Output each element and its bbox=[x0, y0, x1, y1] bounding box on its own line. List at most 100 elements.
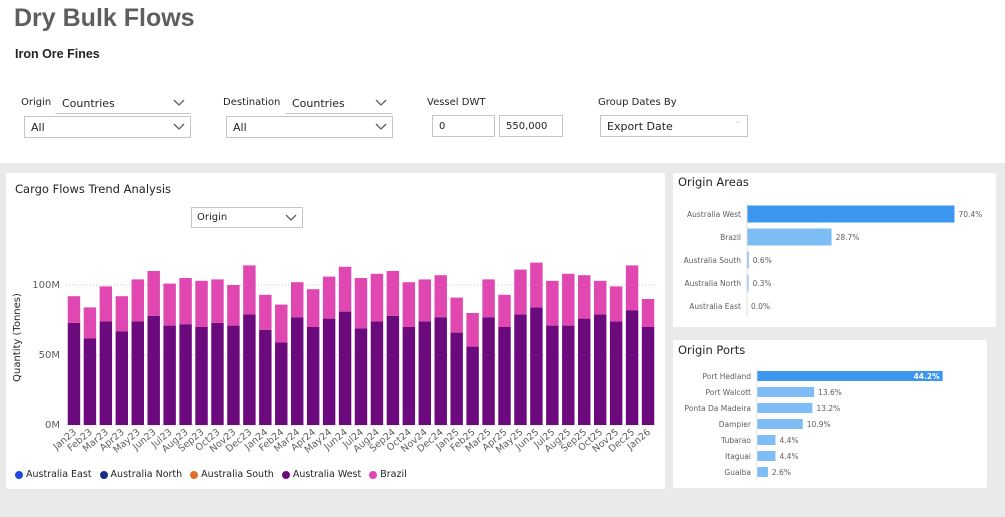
bar bbox=[747, 251, 749, 269]
bar-segment bbox=[418, 279, 432, 322]
destination-level-select[interactable]: Countries bbox=[285, 92, 393, 114]
trend-chart: Quantity (Tonnes)0M50M100MJan23Feb23Mar2… bbox=[12, 262, 656, 456]
origin-ports-title: Origin Ports bbox=[678, 343, 746, 357]
destination-value: All bbox=[233, 121, 247, 134]
bar-segment bbox=[243, 265, 256, 315]
group-dates-label: Group Dates By bbox=[598, 97, 677, 108]
bar-segment bbox=[593, 280, 607, 315]
bar-segment bbox=[227, 325, 240, 425]
bar-segment bbox=[67, 322, 81, 425]
destination-level-value: Countries bbox=[292, 97, 345, 110]
bar-segment bbox=[562, 325, 575, 425]
data-label: 0.6% bbox=[753, 256, 772, 265]
bar bbox=[757, 419, 803, 429]
category-label: Australia South bbox=[684, 256, 742, 265]
bar-segment bbox=[466, 313, 479, 347]
bar bbox=[747, 205, 955, 223]
data-label: 44.2% bbox=[914, 372, 941, 381]
bar-segment bbox=[131, 279, 144, 322]
y-tick-label: 100M bbox=[32, 280, 60, 291]
dwt-max-input[interactable]: 550,000 bbox=[499, 115, 563, 137]
legend-item[interactable]: Brazil bbox=[369, 469, 407, 480]
origin-areas-chart: Australia West 70.4% Brazil 28.7% Australia … bbox=[684, 202, 982, 318]
legend-label: Brazil bbox=[380, 469, 407, 480]
y-tick-label: 50M bbox=[39, 350, 60, 361]
data-label: 28.7% bbox=[836, 233, 860, 242]
bar-segment bbox=[115, 296, 129, 332]
bar-segment bbox=[354, 328, 368, 425]
dwt-min-input[interactable]: 0 bbox=[432, 115, 495, 137]
bar-segment bbox=[306, 289, 320, 327]
bar-segment bbox=[418, 321, 432, 425]
category-label: Brazil bbox=[720, 233, 741, 242]
bar-segment bbox=[179, 324, 192, 425]
bar-segment bbox=[163, 283, 176, 326]
bar-segment bbox=[147, 271, 160, 316]
page-subtitle: Iron Ore Fines bbox=[15, 47, 100, 61]
category-label: Ponta Da Madeira bbox=[685, 404, 751, 413]
trend-breakdown-value: Origin bbox=[197, 212, 228, 223]
bar-segment bbox=[83, 307, 97, 339]
chevron-down-icon bbox=[375, 123, 387, 130]
bar-segment bbox=[147, 315, 160, 425]
category-label: Itaguai bbox=[725, 452, 751, 461]
origin-level-value: Countries bbox=[62, 97, 115, 110]
legend-item[interactable]: Australia West bbox=[281, 469, 361, 480]
legend-marker bbox=[99, 470, 108, 479]
bar-segment bbox=[115, 331, 129, 425]
destination-filter-label: Destination bbox=[223, 97, 281, 108]
origin-filter-label: Origin bbox=[21, 97, 52, 108]
origin-select[interactable]: All bbox=[24, 116, 191, 138]
bar-segment bbox=[354, 278, 368, 329]
bar-segment bbox=[434, 275, 447, 318]
legend-item[interactable]: Australia East bbox=[15, 469, 92, 480]
y-tick-label: 0M bbox=[45, 420, 60, 431]
origin-level-select[interactable]: Countries bbox=[55, 92, 191, 114]
bar-segment bbox=[530, 307, 543, 425]
origin-value: All bbox=[31, 121, 45, 134]
legend-item[interactable]: Australia North bbox=[99, 469, 182, 480]
bar-segment bbox=[163, 325, 176, 425]
group-dates-select[interactable]: Export Date ·· bbox=[600, 115, 748, 137]
bar bbox=[757, 387, 815, 397]
bar-segment bbox=[275, 304, 288, 343]
bar-segment bbox=[290, 282, 304, 318]
bar-segment bbox=[370, 321, 384, 425]
destination-select[interactable]: All bbox=[226, 116, 393, 138]
bar-segment bbox=[482, 279, 495, 318]
bar-segment bbox=[131, 321, 144, 425]
bar-segment bbox=[498, 294, 511, 327]
y-axis-title: Quantity (Tonnes) bbox=[12, 293, 23, 382]
bar-segment bbox=[450, 297, 463, 333]
bar-segment bbox=[83, 338, 97, 425]
bar-segment bbox=[434, 317, 447, 425]
data-label: 13.2% bbox=[816, 404, 840, 413]
bar-segment bbox=[562, 273, 575, 326]
data-label: 13.6% bbox=[818, 388, 842, 397]
category-label: Tubarao bbox=[720, 436, 751, 445]
trend-breakdown-select[interactable]: Origin bbox=[191, 207, 303, 228]
bar-segment bbox=[243, 314, 256, 425]
bar-segment bbox=[514, 269, 527, 315]
bar-segment bbox=[466, 346, 479, 425]
bar-segment bbox=[99, 286, 113, 322]
bar bbox=[757, 403, 813, 413]
legend-label: Australia South bbox=[201, 469, 274, 480]
bar-segment bbox=[578, 318, 591, 425]
legend-item[interactable]: Australia South bbox=[190, 469, 274, 480]
vessel-dwt-label: Vessel DWT bbox=[427, 97, 486, 108]
trend-title: Cargo Flows Trend Analysis bbox=[15, 182, 172, 196]
origin-ports-panel bbox=[673, 340, 987, 488]
chevron-down-icon bbox=[173, 99, 185, 106]
bar-segment bbox=[370, 273, 384, 322]
legend-marker bbox=[15, 470, 23, 479]
bar-segment bbox=[211, 322, 224, 425]
chevron-down-icon bbox=[173, 123, 185, 130]
bar-segment bbox=[322, 318, 336, 425]
category-label: Guaiba bbox=[724, 468, 751, 477]
bar-segment bbox=[259, 294, 272, 330]
bar-segment bbox=[593, 314, 607, 425]
bar-segment bbox=[386, 271, 400, 316]
origin-ports-chart: Port Hedland 44.2% Port Walcott 13.6% Ponta … bbox=[685, 368, 943, 480]
bar-segment bbox=[498, 327, 511, 425]
